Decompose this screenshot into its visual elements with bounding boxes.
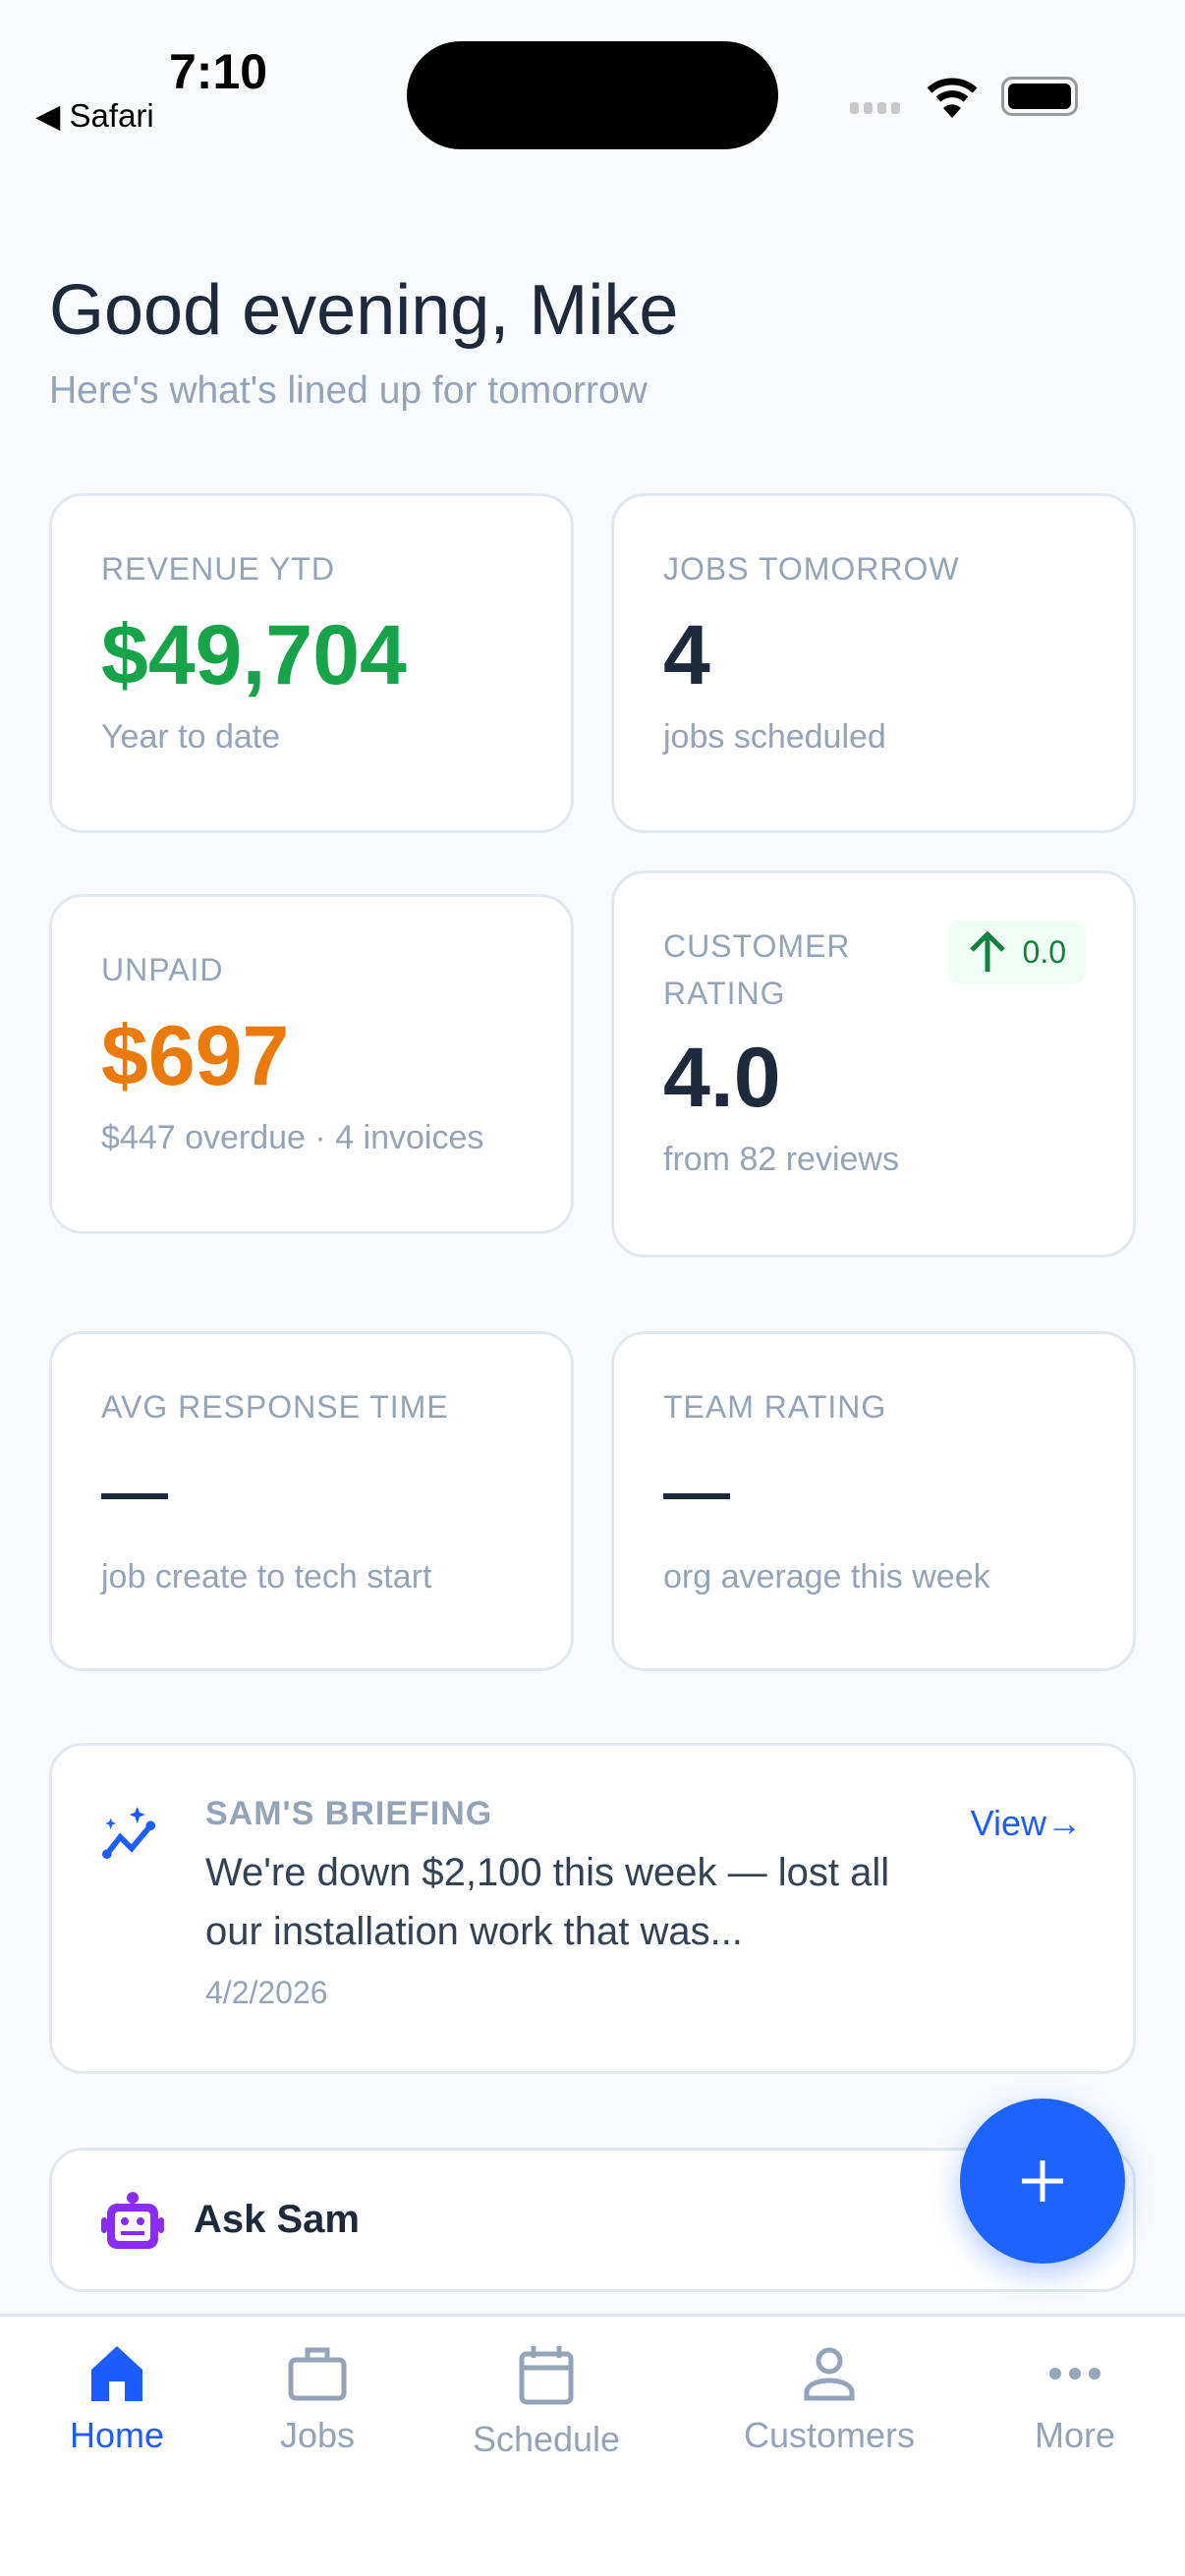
wifi-icon: [927, 78, 978, 118]
sparkle-trend-icon: [101, 1806, 156, 1860]
tab-home[interactable]: Home: [19, 2346, 215, 2456]
robot-icon: [101, 2192, 164, 2249]
status-time: 7:10: [169, 44, 268, 99]
stat-value: 4: [663, 608, 710, 702]
battery-icon: [1001, 77, 1078, 116]
stat-caption: jobs scheduled: [663, 718, 886, 756]
stat-label: AVG RESPONSE TIME: [101, 1389, 449, 1425]
home-icon: [91, 2346, 142, 2401]
back-app-label: Safari: [69, 97, 154, 134]
stat-label: TEAM RATING: [663, 1389, 887, 1425]
tab-label: More: [1034, 2415, 1116, 2455]
view-briefing-link[interactable]: View→: [970, 1803, 1082, 1843]
briefcase-icon: [288, 2347, 347, 2401]
arrow-up-icon: [969, 930, 1005, 972]
tab-label: Home: [69, 2415, 165, 2455]
sams-briefing-card[interactable]: SAM'S BRIEFING We're down $2,100 this we…: [49, 1743, 1136, 2074]
bottom-tab-bar: Home Jobs Schedule Customers More: [0, 2314, 1185, 2576]
add-fab-button[interactable]: [960, 2099, 1125, 2264]
stat-value-empty: [663, 1493, 730, 1499]
cellular-signal-icon: [850, 102, 900, 114]
revenue-ytd-card[interactable]: REVENUE YTD $49,704 Year to date: [49, 493, 574, 833]
unpaid-card[interactable]: UNPAID $697 $447 overdue · 4 invoices: [49, 894, 574, 1234]
team-rating-card[interactable]: TEAM RATING org average this week: [611, 1331, 1136, 1671]
stat-label: CUSTOMER RATING: [663, 928, 851, 1011]
briefing-date: 4/2/2026: [205, 1975, 328, 2010]
more-dots-icon: [1049, 2368, 1100, 2380]
trend-value: 0.0: [1022, 933, 1066, 970]
calendar-icon: [519, 2346, 574, 2405]
tab-more[interactable]: More: [977, 2346, 1173, 2456]
trend-badge: 0.0: [947, 921, 1086, 983]
tab-schedule[interactable]: Schedule: [448, 2346, 645, 2460]
stat-value: $697: [101, 1009, 290, 1103]
greeting-subtitle: Here's what's lined up for tomorrow: [49, 369, 648, 412]
tab-customers[interactable]: Customers: [731, 2346, 928, 2456]
tab-label: Schedule: [472, 2419, 621, 2459]
person-icon: [804, 2347, 855, 2401]
stat-caption: job create to tech start: [101, 1558, 432, 1596]
customer-rating-card[interactable]: CUSTOMER RATING 4.0 from 82 reviews 0.0: [611, 870, 1136, 1258]
greeting-title: Good evening, Mike: [49, 271, 679, 350]
briefing-text: We're down $2,100 this week — lost all o…: [205, 1851, 890, 1953]
stat-label: UNPAID: [101, 952, 224, 987]
dynamic-island: [407, 41, 778, 149]
ask-sam-label: Ask Sam: [194, 2198, 360, 2241]
ask-sam-button[interactable]: Ask Sam: [49, 2148, 1136, 2292]
briefing-title: SAM'S BRIEFING: [205, 1795, 493, 1832]
tab-label: Customers: [743, 2415, 916, 2455]
jobs-tomorrow-card[interactable]: JOBS TOMORROW 4 jobs scheduled: [611, 493, 1136, 833]
avg-response-time-card[interactable]: AVG RESPONSE TIME job create to tech sta…: [49, 1331, 574, 1671]
stat-caption: from 82 reviews: [663, 1141, 899, 1178]
plus-icon: [1022, 2160, 1063, 2202]
stat-value: $49,704: [101, 608, 407, 702]
stat-caption: org average this week: [663, 1558, 990, 1596]
tab-label: Jobs: [279, 2415, 356, 2455]
stat-label: REVENUE YTD: [101, 551, 336, 587]
stat-value-empty: [101, 1493, 168, 1499]
stat-label: JOBS TOMORROW: [663, 551, 960, 587]
stat-caption: $447 overdue · 4 invoices: [101, 1119, 484, 1156]
back-to-safari[interactable]: ◀ Safari: [35, 97, 154, 134]
stat-value: 4.0: [663, 1031, 781, 1125]
stat-caption: Year to date: [101, 718, 281, 756]
tab-jobs[interactable]: Jobs: [219, 2346, 416, 2456]
